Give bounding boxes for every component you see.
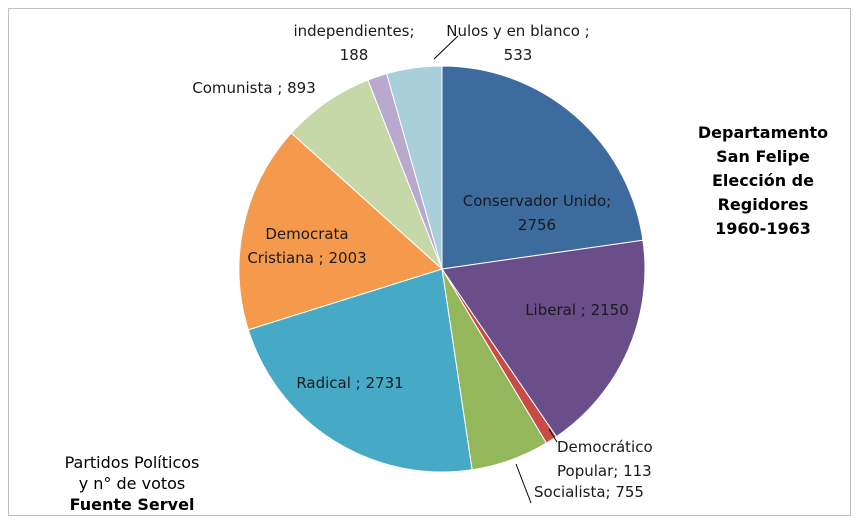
data-label: 2756 [518,216,556,234]
data-label: Radical ; 2731 [296,374,403,392]
pie-slice-nulos-y-en-blanco [386,65,443,270]
chart-title: Departamento San Felipe Elección de Regi… [669,121,850,241]
pie-slice-conservador-unido [441,65,644,270]
pie-slice-liberal [441,239,646,438]
caption-source: Fuente Servel [69,495,195,514]
title-line: San Felipe [716,147,810,166]
caption-line: y n° de votos [78,474,186,493]
caption-line: Partidos Políticos [64,453,200,472]
title-line: Departamento [697,123,829,142]
title-line: Regidores [717,195,809,214]
data-label: Socialista; 755 [534,483,644,501]
data-label: Democrático [557,438,653,456]
data-label: Liberal ; 2150 [525,301,629,319]
pie-slice-democrata-cristiana [238,132,443,331]
data-label: 188 [340,46,369,64]
data-label: Cristiana ; 2003 [247,249,366,267]
data-label: Nulos y en blanco ; [446,22,589,40]
title-line: 1960-1963 [715,219,811,238]
leader-line [515,463,532,504]
data-label: Comunista ; 893 [192,79,316,97]
pie-chart: Conservador Unido; 2756 Liberal ; 2150 Demo… [192,22,653,504]
chart-caption: Partidos Políticos y n° de votos Fuente … [27,452,237,515]
leader-line [548,428,558,443]
data-label: Conservador Unido; [463,192,611,210]
leader-line [433,35,459,60]
data-label: Popular; 113 [557,462,652,480]
pie-slice-radical [247,268,473,473]
data-label: independientes; [293,22,414,40]
data-label: Democrata [265,225,348,243]
chart-frame: Conservador Unido; 2756 Liberal ; 2150 Demo… [8,8,851,516]
data-label: 533 [504,46,533,64]
title-line: Elección de [712,171,814,190]
